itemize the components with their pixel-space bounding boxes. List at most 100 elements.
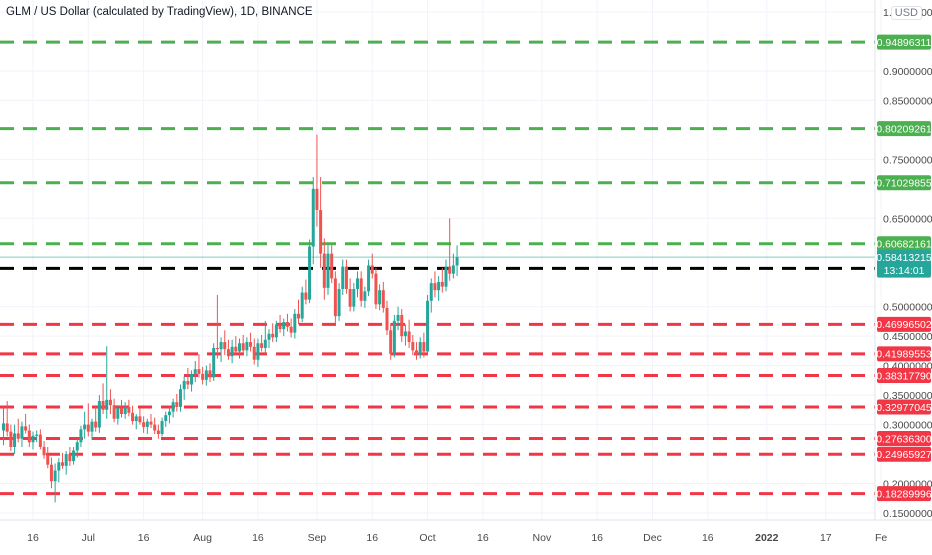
candle xyxy=(415,342,418,360)
candle-body xyxy=(256,343,260,360)
candle xyxy=(396,306,400,331)
candle xyxy=(31,431,35,450)
candle xyxy=(271,323,275,343)
candle xyxy=(212,343,216,381)
candle xyxy=(234,336,238,356)
candle-body xyxy=(311,188,315,247)
candle-body xyxy=(267,333,271,340)
candle xyxy=(359,271,363,307)
candle-body xyxy=(24,426,28,431)
candle xyxy=(201,366,205,385)
x-tick-label: 16 xyxy=(252,532,264,544)
candle-body xyxy=(289,326,293,333)
level-price-tag-bg xyxy=(877,486,931,502)
candle-body xyxy=(249,342,253,347)
candle-body xyxy=(120,408,123,414)
candle xyxy=(389,323,393,360)
candle xyxy=(322,238,326,300)
candle-body xyxy=(308,246,312,300)
candle xyxy=(241,334,245,356)
candle xyxy=(263,320,267,354)
candle-body xyxy=(57,462,61,471)
candle xyxy=(418,337,422,359)
candle-body xyxy=(282,322,286,330)
candle xyxy=(90,418,94,440)
candle xyxy=(260,334,264,352)
candle-body xyxy=(97,401,101,428)
candle-body xyxy=(79,429,83,443)
candle-body xyxy=(160,421,164,435)
candle-body xyxy=(455,257,459,266)
candle-body xyxy=(426,300,430,352)
candle xyxy=(83,411,87,439)
candle xyxy=(101,383,105,414)
candle xyxy=(378,284,382,311)
candle xyxy=(112,398,116,423)
candle xyxy=(407,319,411,348)
candles xyxy=(2,134,459,503)
candle-body xyxy=(145,421,149,427)
candle-body xyxy=(271,333,275,338)
candle-body xyxy=(297,313,300,319)
candle-body xyxy=(396,314,400,321)
candle xyxy=(370,253,374,279)
level-price-tag-text: 0.32977045 xyxy=(876,402,932,414)
candle-body xyxy=(46,455,50,465)
candle xyxy=(363,286,367,308)
candle-body xyxy=(274,324,278,338)
candle-body xyxy=(38,434,42,447)
candle-body xyxy=(182,380,186,390)
candle-body xyxy=(42,446,46,456)
candle xyxy=(256,338,260,367)
candle xyxy=(46,446,50,469)
candle xyxy=(186,368,190,390)
candle-body xyxy=(53,470,57,482)
candle xyxy=(274,320,278,343)
candle-body xyxy=(263,339,267,348)
candle-body xyxy=(440,281,444,287)
candle-body xyxy=(278,324,282,330)
candle xyxy=(385,300,389,335)
candle-body xyxy=(86,424,90,432)
candle-body xyxy=(131,412,135,422)
level-price-tag: 0.46996502 xyxy=(876,316,932,332)
level-price-tag: 0.41989553 xyxy=(876,346,932,362)
grid-layer xyxy=(0,0,882,520)
candle xyxy=(5,401,9,437)
candle-body xyxy=(171,402,175,412)
candle-body xyxy=(411,342,415,351)
candle-body xyxy=(422,342,426,352)
candle-body xyxy=(149,421,153,425)
candle xyxy=(367,259,371,297)
candle-body xyxy=(352,289,356,307)
candle-body xyxy=(230,346,234,357)
candle xyxy=(20,421,24,447)
level-price-tag-text: 0.41989553 xyxy=(876,349,932,361)
level-price-tag-text: 0.60682161 xyxy=(876,239,932,251)
candle-body xyxy=(134,416,138,422)
chart-title: GLM / US Dollar (calculated by TradingVi… xyxy=(6,6,313,18)
candle-body xyxy=(204,370,208,380)
candle-body xyxy=(389,330,393,354)
level-price-tag-text: 0.38317790 xyxy=(876,370,932,382)
candle xyxy=(297,299,300,325)
candle xyxy=(13,424,17,455)
candle-body xyxy=(341,266,345,290)
candle xyxy=(451,253,455,279)
candle xyxy=(374,267,378,310)
candle-body xyxy=(31,435,35,443)
candle-body xyxy=(190,373,194,385)
level-price-tag-bg xyxy=(877,175,931,191)
candle-body xyxy=(429,283,433,301)
currency-button[interactable]: USD xyxy=(890,6,922,20)
candle-body xyxy=(116,408,120,419)
candle-body xyxy=(448,266,452,274)
candle xyxy=(215,294,219,359)
candle-body xyxy=(167,411,171,416)
candle-body xyxy=(363,291,367,301)
candle-body xyxy=(348,289,352,307)
candle xyxy=(311,177,315,265)
